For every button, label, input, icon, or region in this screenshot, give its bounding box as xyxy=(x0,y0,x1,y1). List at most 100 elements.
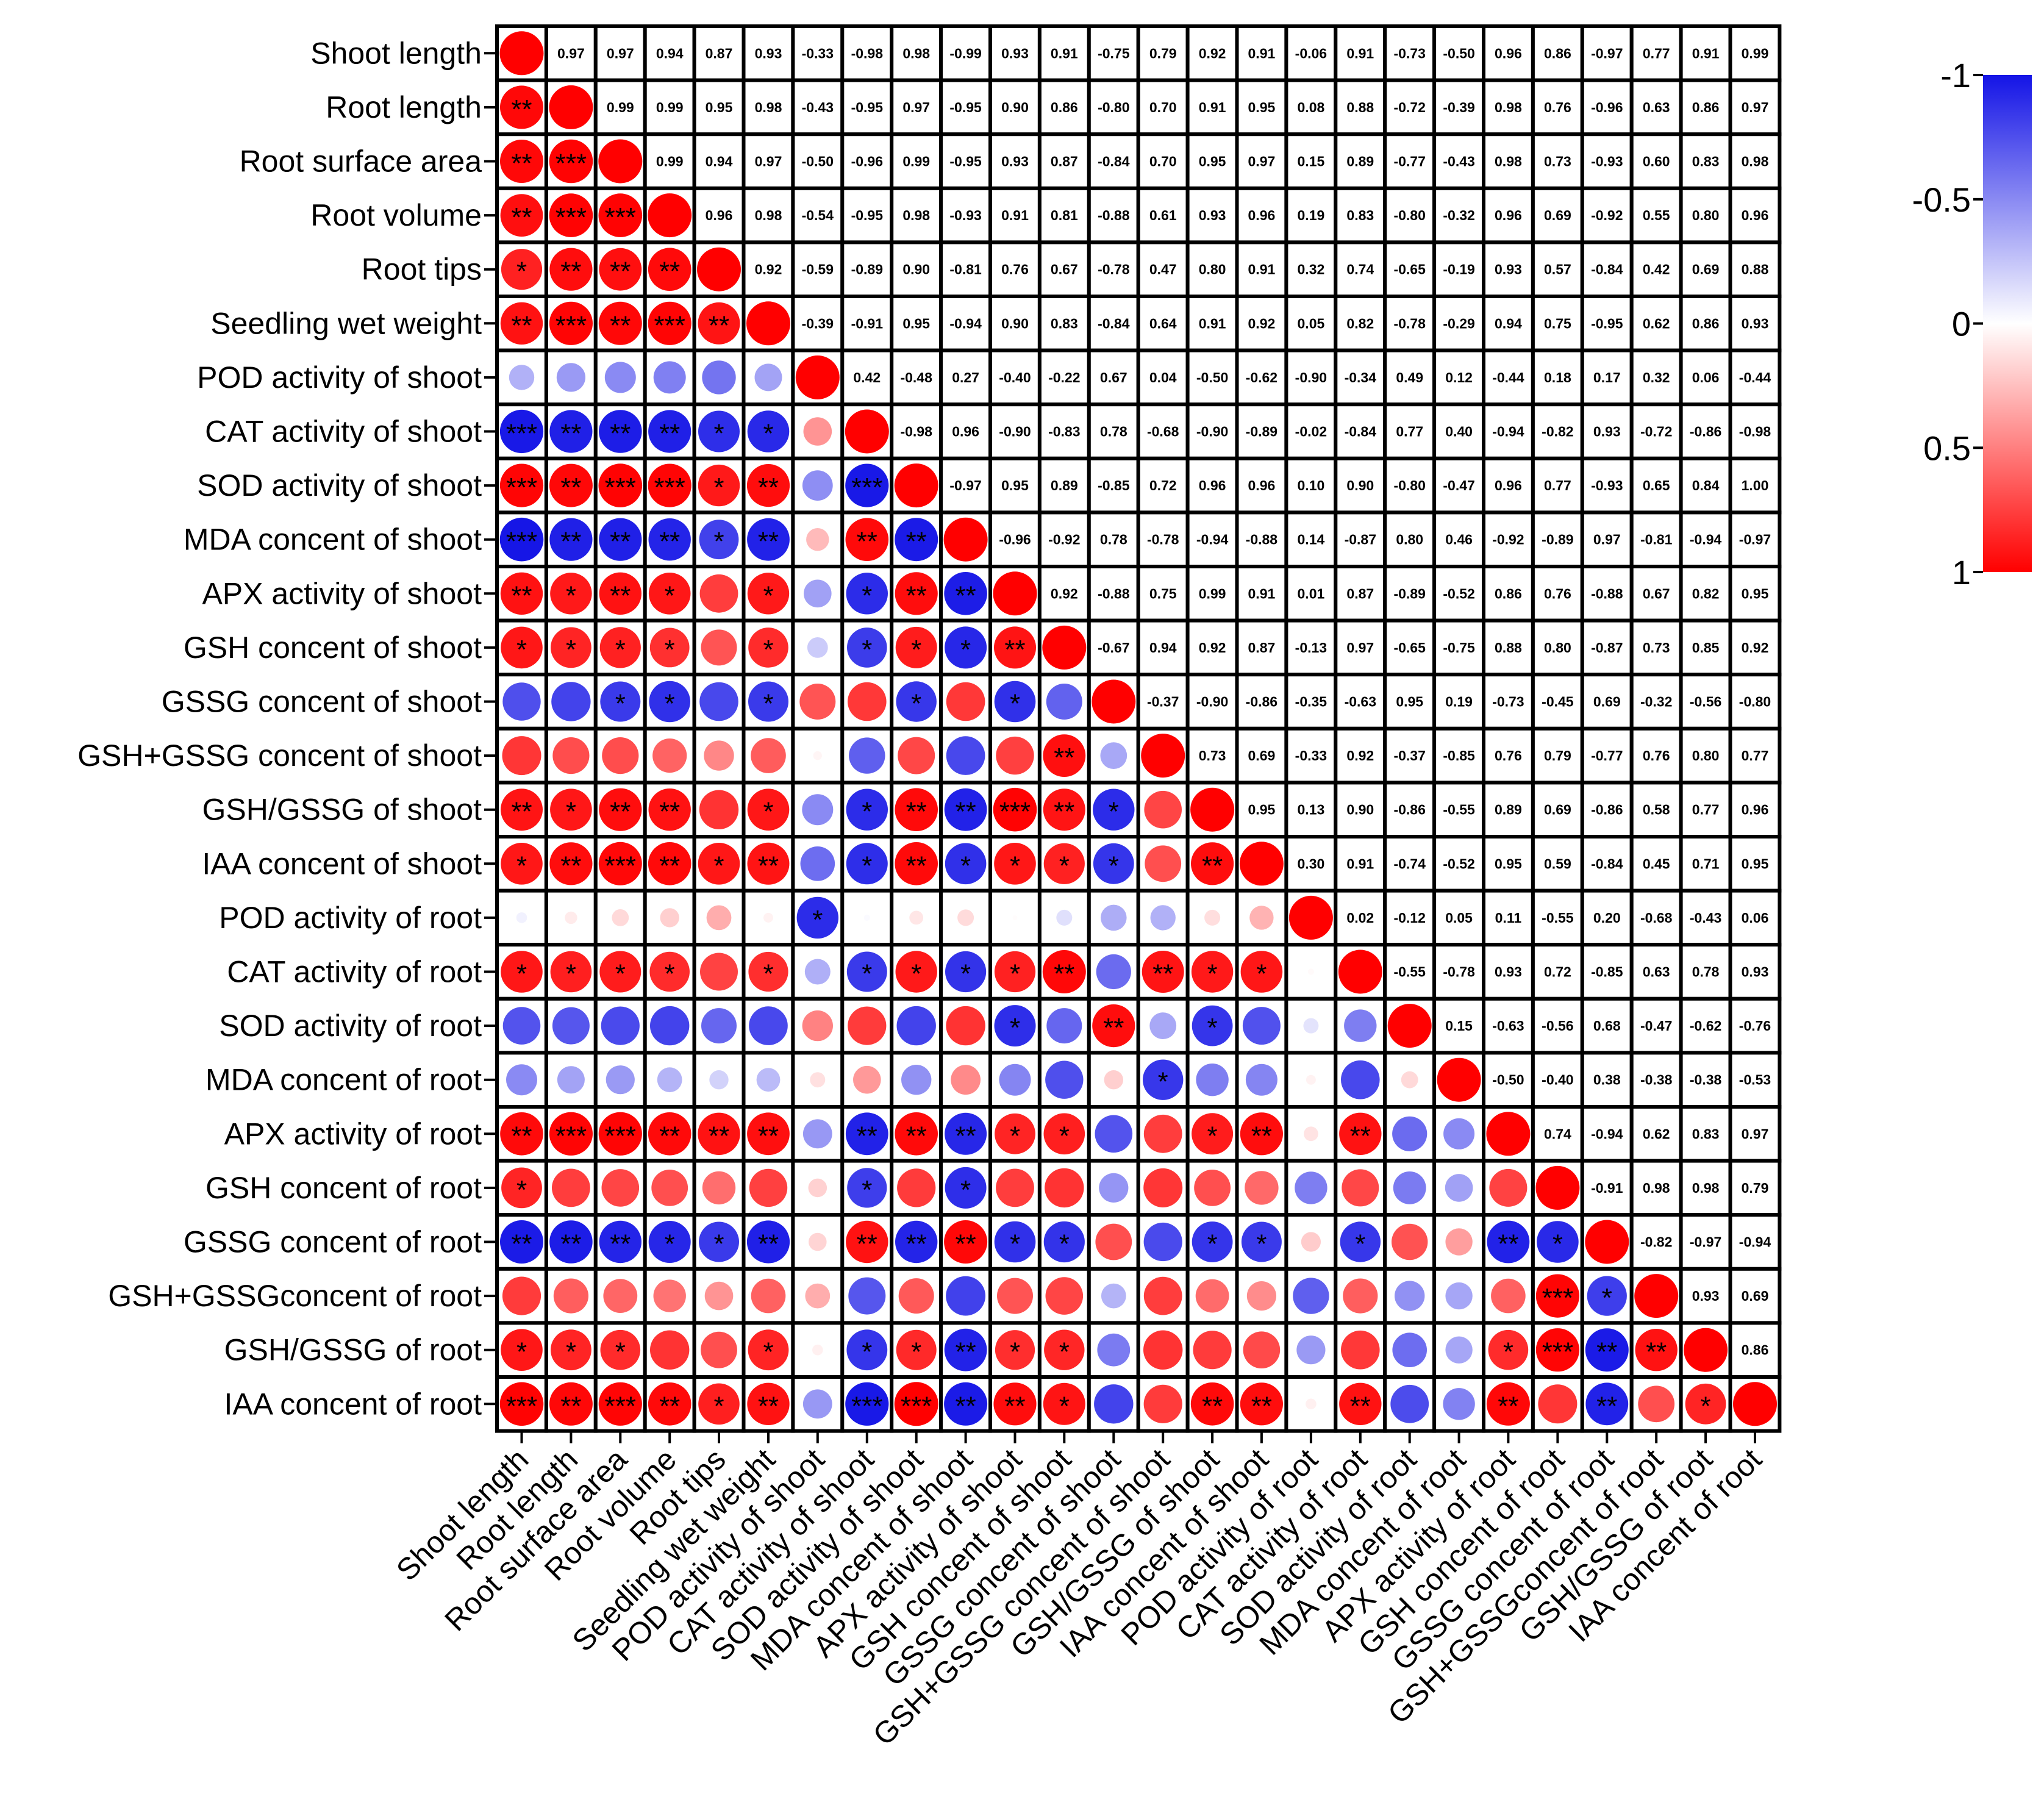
correlation-value: -0.95 xyxy=(851,99,884,115)
correlation-value: 0.73 xyxy=(1643,640,1670,656)
correlation-circle xyxy=(1487,1220,1530,1264)
significance-mark: ** xyxy=(1498,1391,1518,1421)
significance-mark: ** xyxy=(610,257,631,287)
correlation-value: 0.98 xyxy=(902,45,930,61)
correlation-circle xyxy=(699,790,739,829)
grid-cell xyxy=(1728,618,1782,677)
correlation-circle xyxy=(1191,842,1234,885)
correlation-circle xyxy=(549,248,593,291)
significance-mark: * xyxy=(763,635,773,665)
correlation-circle xyxy=(699,520,739,560)
significance-mark: * xyxy=(1109,797,1119,827)
correlation-value: -0.50 xyxy=(1443,45,1474,61)
correlation-value: -0.38 xyxy=(1640,1072,1673,1088)
grid-cell xyxy=(1136,132,1190,190)
correlation-value: -0.02 xyxy=(1295,424,1327,440)
grid-cell xyxy=(1235,240,1288,298)
correlation-value: 0.05 xyxy=(1298,315,1325,331)
correlation-value: 0.71 xyxy=(1692,856,1720,871)
significance-mark: * xyxy=(1256,1229,1267,1259)
correlation-value: -0.39 xyxy=(802,315,834,331)
correlation-circle xyxy=(1445,1174,1473,1202)
row-label-gsh-gssgconcent-of-root: GSH+GSSGconcent of root xyxy=(108,1279,482,1313)
correlation-circle xyxy=(749,1168,788,1207)
correlation-circle xyxy=(549,85,593,129)
correlation-value: -0.81 xyxy=(949,262,982,277)
significance-mark: * xyxy=(713,527,724,557)
correlation-circle xyxy=(1443,1118,1475,1149)
correlation-circle xyxy=(604,362,636,393)
correlation-circle xyxy=(500,1112,543,1156)
correlation-value: 0.10 xyxy=(1298,477,1325,493)
correlation-value: 0.97 xyxy=(1346,640,1374,656)
correlation-value: -0.90 xyxy=(1196,424,1228,440)
correlation-value: 0.18 xyxy=(1544,370,1571,385)
row-label-root-tips: Root tips xyxy=(362,252,482,287)
correlation-circle xyxy=(698,302,740,345)
correlation-value: 0.92 xyxy=(755,262,782,277)
significance-mark: * xyxy=(713,419,724,449)
correlation-circle xyxy=(699,1221,739,1262)
correlation-value: 0.91 xyxy=(1346,45,1374,61)
correlation-value: 0.73 xyxy=(1199,748,1226,763)
correlation-circle xyxy=(1296,1335,1326,1365)
significance-mark: * xyxy=(1207,959,1218,989)
significance-mark: * xyxy=(1010,959,1020,989)
correlation-value: -0.84 xyxy=(1591,856,1623,871)
correlation-value: 0.76 xyxy=(1643,748,1670,763)
correlation-circle xyxy=(813,751,823,760)
significance-mark: *** xyxy=(999,797,1031,827)
significance-mark: ** xyxy=(1152,959,1173,989)
correlation-value: -0.55 xyxy=(1393,964,1426,980)
correlation-value: -0.55 xyxy=(1443,802,1475,818)
correlation-value: -0.99 xyxy=(949,45,981,61)
correlation-circle xyxy=(1191,951,1234,993)
significance-mark: ** xyxy=(659,1391,680,1421)
significance-mark: ** xyxy=(659,257,680,287)
grid-cell xyxy=(1482,456,1535,515)
grid-cell xyxy=(1728,943,1782,1001)
correlation-circle xyxy=(502,1276,541,1315)
correlation-circle xyxy=(1042,950,1086,993)
correlation-value: -0.84 xyxy=(1098,154,1130,170)
correlation-circle xyxy=(1537,1221,1579,1263)
correlation-value: 0.91 xyxy=(1248,262,1276,277)
significance-mark: * xyxy=(665,581,675,610)
grid-cell xyxy=(1629,456,1683,515)
correlation-value: 0.12 xyxy=(1445,370,1473,385)
significance-mark: * xyxy=(862,797,872,827)
correlation-value: 0.27 xyxy=(952,370,979,385)
correlation-value: 0.90 xyxy=(1346,802,1374,818)
correlation-circle xyxy=(996,1168,1034,1207)
significance-mark: * xyxy=(1010,1121,1020,1151)
grid-cell xyxy=(692,78,746,137)
correlation-circle xyxy=(944,572,987,615)
grid-cell xyxy=(1531,835,1584,893)
grid-cell xyxy=(1037,132,1091,190)
correlation-value: 0.93 xyxy=(755,45,782,61)
correlation-circle xyxy=(650,1006,690,1046)
colorbar-tick-label: 0 xyxy=(1952,305,1971,343)
correlation-circle xyxy=(1093,843,1134,884)
correlation-circle xyxy=(701,1331,737,1368)
colorbar-tick-label: -1 xyxy=(1940,56,1971,95)
correlation-circle xyxy=(1538,1384,1578,1424)
significance-mark: ** xyxy=(659,1121,680,1151)
correlation-circle xyxy=(993,571,1037,616)
correlation-circle xyxy=(747,842,790,885)
colorbar-gradient xyxy=(1983,75,2032,572)
significance-mark: ** xyxy=(560,1229,581,1259)
correlation-value: 0.95 xyxy=(1248,802,1276,818)
correlation-circle xyxy=(601,1169,640,1207)
correlation-value: 0.70 xyxy=(1149,154,1177,170)
correlation-value: 0.57 xyxy=(1544,262,1571,277)
correlation-value: 0.96 xyxy=(706,207,733,223)
significance-mark: ** xyxy=(955,1337,976,1367)
significance-mark: ** xyxy=(659,797,680,827)
correlation-value: 0.80 xyxy=(1199,262,1226,277)
correlation-value: 0.81 xyxy=(1051,207,1078,223)
correlation-value: 0.62 xyxy=(1643,315,1670,331)
correlation-circle xyxy=(1249,906,1274,930)
significance-mark: * xyxy=(763,797,773,827)
correlation-value: 0.91 xyxy=(1346,856,1374,871)
